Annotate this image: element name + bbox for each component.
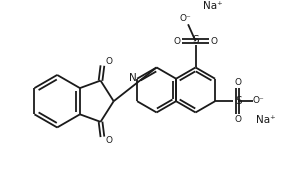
Text: O: O	[173, 37, 180, 46]
Text: O: O	[234, 115, 241, 125]
Text: S: S	[235, 96, 242, 106]
Text: O: O	[234, 78, 241, 87]
Text: Na⁺: Na⁺	[256, 115, 276, 125]
Text: O: O	[105, 57, 113, 66]
Text: O⁻: O⁻	[252, 96, 264, 105]
Text: O: O	[105, 136, 113, 145]
Text: O⁻: O⁻	[179, 14, 191, 23]
Text: Na⁺: Na⁺	[203, 1, 222, 10]
Text: S: S	[192, 35, 199, 45]
Text: O: O	[211, 37, 218, 46]
Text: N: N	[129, 73, 136, 83]
